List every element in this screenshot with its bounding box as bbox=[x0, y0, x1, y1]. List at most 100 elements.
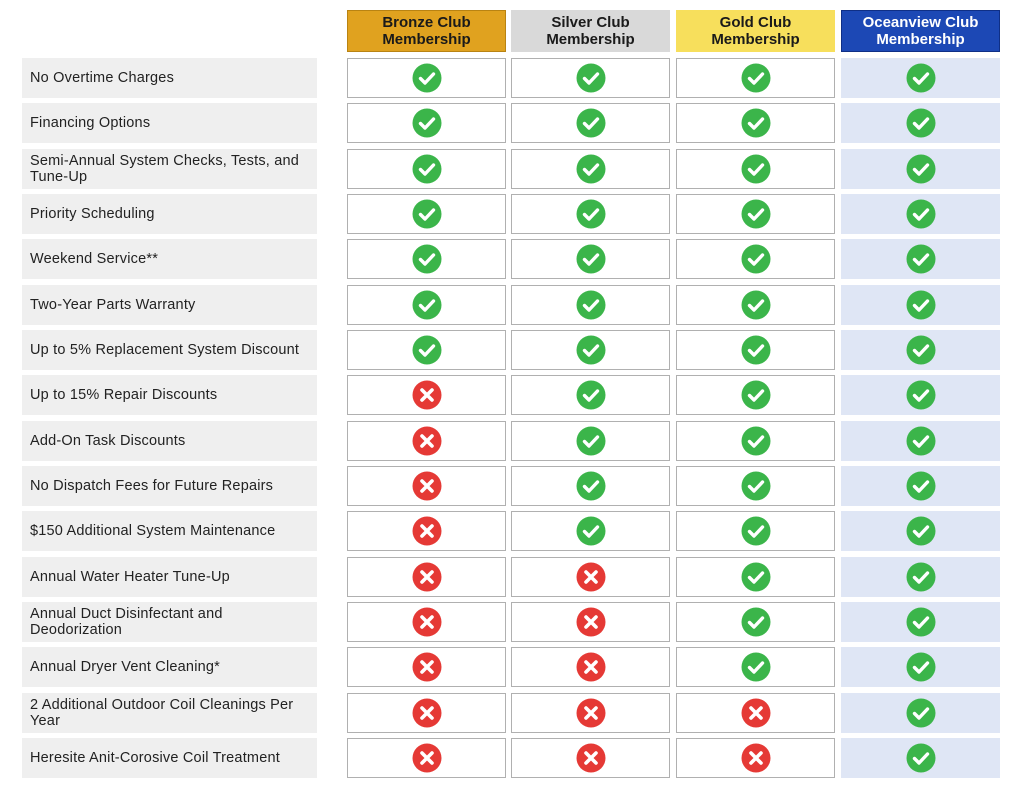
table-row: No Overtime Charges bbox=[0, 58, 1024, 98]
cell-silver bbox=[511, 329, 670, 370]
cross-icon bbox=[741, 743, 770, 773]
check-icon bbox=[906, 652, 935, 682]
check-icon bbox=[906, 199, 935, 229]
check-icon bbox=[906, 471, 935, 501]
feature-label: Priority Scheduling bbox=[22, 193, 317, 234]
feature-label: No Dispatch Fees for Future Repairs bbox=[22, 465, 317, 506]
check-icon bbox=[576, 380, 605, 410]
cell-silver bbox=[511, 284, 670, 325]
check-icon bbox=[576, 335, 605, 365]
feature-label: Financing Options bbox=[22, 103, 317, 144]
check-icon bbox=[576, 426, 605, 456]
cell-bronze bbox=[347, 420, 506, 461]
cell-gold bbox=[676, 465, 835, 506]
check-icon bbox=[576, 199, 605, 229]
table-row: Two-Year Parts Warranty bbox=[0, 284, 1024, 325]
table-row: Priority Scheduling bbox=[0, 193, 1024, 234]
table-row: Financing Options bbox=[0, 103, 1024, 144]
cross-icon bbox=[412, 426, 441, 456]
check-icon bbox=[741, 244, 770, 274]
tier-header-gold: Gold Club Membership bbox=[676, 10, 835, 52]
cell-oceanview bbox=[841, 103, 1000, 144]
cell-gold bbox=[676, 193, 835, 234]
cell-oceanview bbox=[841, 193, 1000, 234]
cross-icon bbox=[412, 471, 441, 501]
cell-bronze bbox=[347, 647, 506, 688]
cell-bronze bbox=[347, 737, 506, 778]
cell-gold bbox=[676, 647, 835, 688]
check-icon bbox=[741, 516, 770, 546]
cross-icon bbox=[412, 380, 441, 410]
check-icon bbox=[576, 244, 605, 274]
cell-oceanview bbox=[841, 329, 1000, 370]
cross-icon bbox=[412, 698, 441, 728]
cell-bronze bbox=[347, 148, 506, 189]
check-icon bbox=[576, 516, 605, 546]
cell-oceanview bbox=[841, 375, 1000, 416]
check-icon bbox=[741, 426, 770, 456]
table-row: No Dispatch Fees for Future Repairs bbox=[0, 465, 1024, 506]
cell-silver bbox=[511, 420, 670, 461]
cross-icon bbox=[576, 698, 605, 728]
cell-gold bbox=[676, 737, 835, 778]
cross-icon bbox=[576, 652, 605, 682]
feature-label: Up to 5% Replacement System Discount bbox=[22, 329, 317, 370]
check-icon bbox=[741, 108, 770, 138]
feature-label: Annual Water Heater Tune-Up bbox=[22, 556, 317, 597]
check-icon bbox=[741, 335, 770, 365]
feature-label: Semi-Annual System Checks, Tests, and Tu… bbox=[22, 148, 317, 189]
cell-silver bbox=[511, 58, 670, 98]
cell-bronze bbox=[347, 511, 506, 552]
cell-gold bbox=[676, 692, 835, 733]
check-icon bbox=[576, 108, 605, 138]
cell-oceanview bbox=[841, 465, 1000, 506]
check-icon bbox=[906, 244, 935, 274]
check-icon bbox=[741, 63, 770, 93]
check-icon bbox=[412, 244, 441, 274]
cell-bronze bbox=[347, 465, 506, 506]
cell-gold bbox=[676, 239, 835, 280]
check-icon bbox=[741, 290, 770, 320]
tier-header-bronze: Bronze Club Membership bbox=[347, 10, 506, 52]
cross-icon bbox=[412, 743, 441, 773]
cell-silver bbox=[511, 193, 670, 234]
cross-icon bbox=[576, 562, 605, 592]
table-row: Add-On Task Discounts bbox=[0, 420, 1024, 461]
cell-silver bbox=[511, 465, 670, 506]
cell-bronze bbox=[347, 193, 506, 234]
table-row: $150 Additional System Maintenance bbox=[0, 511, 1024, 552]
check-icon bbox=[412, 154, 441, 184]
feature-label: Annual Duct Disinfectant and Deodorizati… bbox=[22, 601, 317, 642]
feature-label: No Overtime Charges bbox=[22, 58, 317, 98]
cell-oceanview bbox=[841, 556, 1000, 597]
check-icon bbox=[576, 63, 605, 93]
check-icon bbox=[906, 154, 935, 184]
feature-label: Weekend Service** bbox=[22, 239, 317, 280]
table-row: Weekend Service** bbox=[0, 239, 1024, 280]
cell-oceanview bbox=[841, 511, 1000, 552]
cell-gold bbox=[676, 511, 835, 552]
feature-label: Up to 15% Repair Discounts bbox=[22, 375, 317, 416]
table-row: Heresite Anit-Corosive Coil Treatment bbox=[0, 737, 1024, 778]
check-icon bbox=[412, 335, 441, 365]
cell-oceanview bbox=[841, 239, 1000, 280]
cell-gold bbox=[676, 556, 835, 597]
table-row: Annual Dryer Vent Cleaning* bbox=[0, 647, 1024, 688]
cell-silver bbox=[511, 647, 670, 688]
table-row: 2 Additional Outdoor Coil Cleanings Per … bbox=[0, 692, 1024, 733]
check-icon bbox=[412, 199, 441, 229]
cell-silver bbox=[511, 239, 670, 280]
table-row: Annual Duct Disinfectant and Deodorizati… bbox=[0, 601, 1024, 642]
check-icon bbox=[741, 199, 770, 229]
cell-gold bbox=[676, 375, 835, 416]
cell-gold bbox=[676, 420, 835, 461]
feature-label: 2 Additional Outdoor Coil Cleanings Per … bbox=[22, 692, 317, 733]
cross-icon bbox=[412, 562, 441, 592]
check-icon bbox=[741, 652, 770, 682]
cell-bronze bbox=[347, 601, 506, 642]
check-icon bbox=[741, 471, 770, 501]
cell-silver bbox=[511, 148, 670, 189]
feature-label: Heresite Anit-Corosive Coil Treatment bbox=[22, 737, 317, 778]
feature-label: Add-On Task Discounts bbox=[22, 420, 317, 461]
cell-bronze bbox=[347, 284, 506, 325]
